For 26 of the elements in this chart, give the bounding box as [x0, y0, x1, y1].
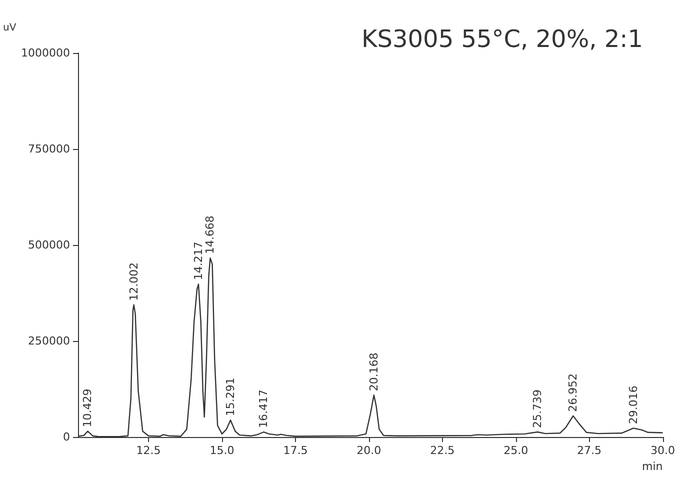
annotation: 15.291: [224, 378, 238, 416]
annotation: 29.016: [626, 386, 640, 424]
x-tick-label: 12.5: [136, 444, 161, 457]
x-tick-label: 15.0: [210, 444, 234, 457]
x-tick-label: 20.0: [356, 444, 382, 457]
x-axis-title: min: [642, 460, 663, 473]
chart-title: KS3005 55°C, 20%, 2:1: [362, 25, 644, 53]
y-tick-label: 750000: [28, 142, 70, 156]
y-tick-label: 1000000: [21, 46, 70, 60]
annotation: 14.668: [204, 216, 217, 254]
annotation: 14.217: [192, 242, 205, 280]
y-tick-label: 250000: [28, 334, 70, 348]
x-tick-label: 17.5: [283, 444, 308, 457]
x-tick-label: 25.0: [504, 444, 528, 457]
annotation: 25.739: [531, 390, 544, 428]
y-tick-label: 0: [63, 430, 70, 444]
x-tick-label: 22.5: [430, 444, 455, 457]
annotation: 16.417: [257, 390, 270, 428]
y-tick-label: 500000: [28, 238, 70, 252]
annotation: 26.952: [566, 373, 580, 412]
x-tick-label: 27.5: [577, 444, 602, 457]
annotation: 12.002: [127, 262, 140, 301]
annotation: 10.429: [81, 388, 94, 428]
y-axis-title: uV: [3, 22, 16, 34]
x-tick-label: 30.0: [650, 444, 676, 457]
annotation: 20.168: [367, 352, 380, 392]
